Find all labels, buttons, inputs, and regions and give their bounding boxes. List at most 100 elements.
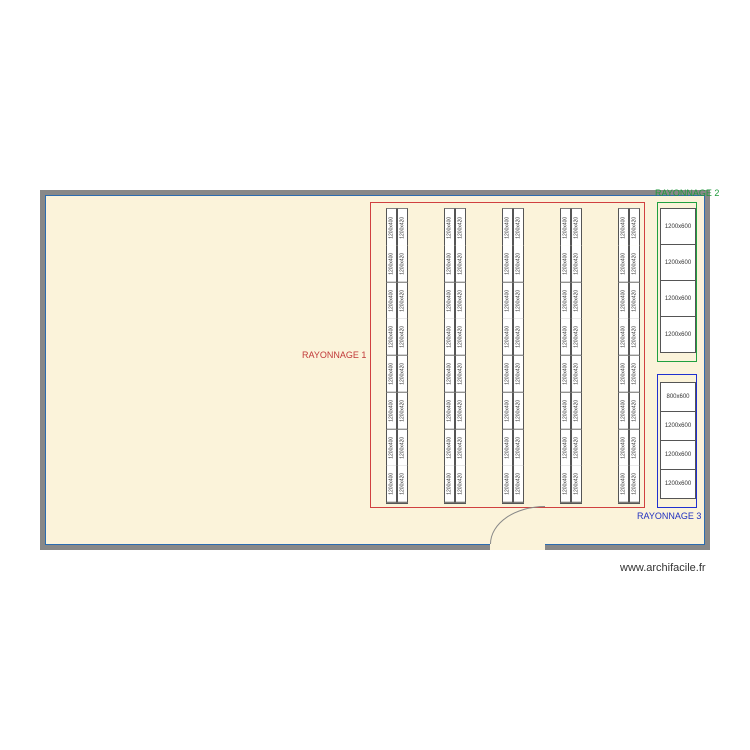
shelf-column: 1200x4201200x4201200x4201200x4201200x420…: [513, 208, 524, 504]
shelf-cell: 1200x400: [386, 393, 397, 430]
shelf-cell: 1200x400: [502, 393, 513, 430]
shelf-cell: 1200x420: [571, 209, 582, 246]
shelf-cell: 1200x420: [513, 246, 524, 283]
shelf-cell: 1200x400: [618, 430, 629, 467]
shelf-cell: 1200x420: [629, 466, 640, 503]
shelf-cell: 1200x400: [502, 246, 513, 283]
shelf-column: 1200x4001200x4001200x4001200x4001200x400…: [444, 208, 455, 504]
side-shelf-cell: 1200x600: [660, 244, 696, 281]
floorplan-canvas: RAYONNAGE 1 RAYONNAGE 2 RAYONNAGE 3 1200…: [40, 190, 710, 550]
shelf-cell: 1200x420: [571, 246, 582, 283]
shelf-cell: 1200x400: [386, 283, 397, 320]
shelf-cell: 1200x400: [618, 356, 629, 393]
shelf-cell: 1200x420: [571, 393, 582, 430]
shelf-cell: 1200x400: [444, 209, 455, 246]
shelf-cell: 1200x420: [629, 430, 640, 467]
shelf-cell: 1200x400: [618, 393, 629, 430]
shelf-cell: 1200x420: [455, 430, 466, 467]
shelf-cell: 1200x400: [560, 430, 571, 467]
shelf-cell: 1200x400: [618, 466, 629, 503]
shelf-cell: 1200x400: [444, 393, 455, 430]
shelf-cell: 1200x420: [513, 393, 524, 430]
shelf-cell: 1200x400: [502, 430, 513, 467]
shelf-cell: 1200x400: [560, 466, 571, 503]
shelf-cell: 1200x420: [397, 246, 408, 283]
shelf-cell: 1200x420: [513, 209, 524, 246]
shelf-cell: 1200x420: [455, 356, 466, 393]
shelf-column: 1200x4201200x4201200x4201200x4201200x420…: [629, 208, 640, 504]
shelf-cell: 1200x420: [629, 246, 640, 283]
shelf-cell: 1200x400: [618, 283, 629, 320]
side-shelf-cell: 1200x600: [660, 469, 696, 499]
shelf-cell: 1200x400: [560, 283, 571, 320]
shelf-cell: 1200x420: [397, 393, 408, 430]
side-shelf-cell: 1200x600: [660, 411, 696, 441]
shelf-cell: 1200x420: [571, 430, 582, 467]
shelf-cell: 1200x420: [571, 466, 582, 503]
shelf-cell: 1200x400: [386, 319, 397, 356]
shelf-cell: 1200x420: [513, 283, 524, 320]
shelf-cell: 1200x420: [455, 283, 466, 320]
shelf-cell: 1200x400: [444, 246, 455, 283]
shelf-cell: 1200x420: [513, 430, 524, 467]
shelf-cell: 1200x400: [386, 209, 397, 246]
shelf-column: 1200x4001200x4001200x4001200x4001200x400…: [502, 208, 513, 504]
shelf-cell: 1200x400: [618, 246, 629, 283]
shelf-cell: 1200x400: [444, 283, 455, 320]
shelf-cell: 1200x420: [513, 356, 524, 393]
shelf-column: 1200x4001200x4001200x4001200x4001200x400…: [618, 208, 629, 504]
shelf-cell: 1200x400: [502, 466, 513, 503]
shelf-cell: 1200x400: [618, 319, 629, 356]
shelf-cell: 1200x400: [502, 319, 513, 356]
zone-label-r1: RAYONNAGE 1: [302, 350, 366, 360]
shelf-cell: 1200x420: [513, 466, 524, 503]
shelf-cell: 1200x420: [513, 319, 524, 356]
shelf-cell: 1200x400: [560, 209, 571, 246]
shelf-cell: 1200x400: [444, 466, 455, 503]
shelf-cell: 1200x400: [386, 430, 397, 467]
shelf-cell: 1200x420: [455, 246, 466, 283]
zone-label-r3: RAYONNAGE 3: [637, 511, 701, 521]
shelf-cell: 1200x400: [502, 356, 513, 393]
shelf-cell: 1200x420: [629, 356, 640, 393]
shelving-r3-container: 800x6001200x6001200x6001200x600: [660, 382, 696, 498]
shelf-cell: 1200x420: [629, 209, 640, 246]
shelf-cell: 1200x400: [560, 319, 571, 356]
shelf-cell: 1200x420: [571, 319, 582, 356]
shelf-cell: 1200x420: [397, 356, 408, 393]
shelf-cell: 1200x400: [444, 430, 455, 467]
side-shelf-cell: 1200x600: [660, 280, 696, 317]
shelf-cell: 1200x420: [397, 430, 408, 467]
shelf-cell: 1200x420: [397, 319, 408, 356]
shelf-cell: 1200x400: [560, 393, 571, 430]
shelf-cell: 1200x420: [571, 283, 582, 320]
shelf-cell: 1200x420: [629, 319, 640, 356]
door-opening: [490, 543, 545, 550]
shelf-cell: 1200x400: [386, 246, 397, 283]
side-shelf-cell: 1200x600: [660, 208, 696, 245]
shelf-cell: 1200x400: [502, 209, 513, 246]
shelf-column: 1200x4201200x4201200x4201200x4201200x420…: [455, 208, 466, 504]
shelf-cell: 1200x420: [629, 393, 640, 430]
shelf-cell: 1200x420: [397, 466, 408, 503]
shelf-cell: 1200x420: [455, 319, 466, 356]
shelf-cell: 1200x420: [455, 209, 466, 246]
shelf-cell: 1200x400: [502, 283, 513, 320]
side-shelf-cell: 800x600: [660, 382, 696, 412]
shelf-column: 1200x4201200x4201200x4201200x4201200x420…: [397, 208, 408, 504]
shelf-cell: 1200x400: [560, 246, 571, 283]
shelf-cell: 1200x400: [444, 319, 455, 356]
zone-label-r2: RAYONNAGE 2: [655, 188, 719, 198]
shelf-cell: 1200x400: [386, 466, 397, 503]
shelf-cell: 1200x420: [571, 356, 582, 393]
shelf-cell: 1200x400: [444, 356, 455, 393]
shelf-column: 1200x4001200x4001200x4001200x4001200x400…: [386, 208, 397, 504]
shelving-r2-container: 1200x6001200x6001200x6001200x600: [660, 208, 696, 352]
side-shelf-cell: 1200x600: [660, 440, 696, 470]
side-shelf-cell: 1200x600: [660, 316, 696, 353]
shelf-cell: 1200x420: [397, 209, 408, 246]
shelf-cell: 1200x420: [397, 283, 408, 320]
shelf-cell: 1200x420: [629, 283, 640, 320]
credit-link[interactable]: www.archifacile.fr: [620, 562, 706, 574]
shelf-cell: 1200x400: [618, 209, 629, 246]
